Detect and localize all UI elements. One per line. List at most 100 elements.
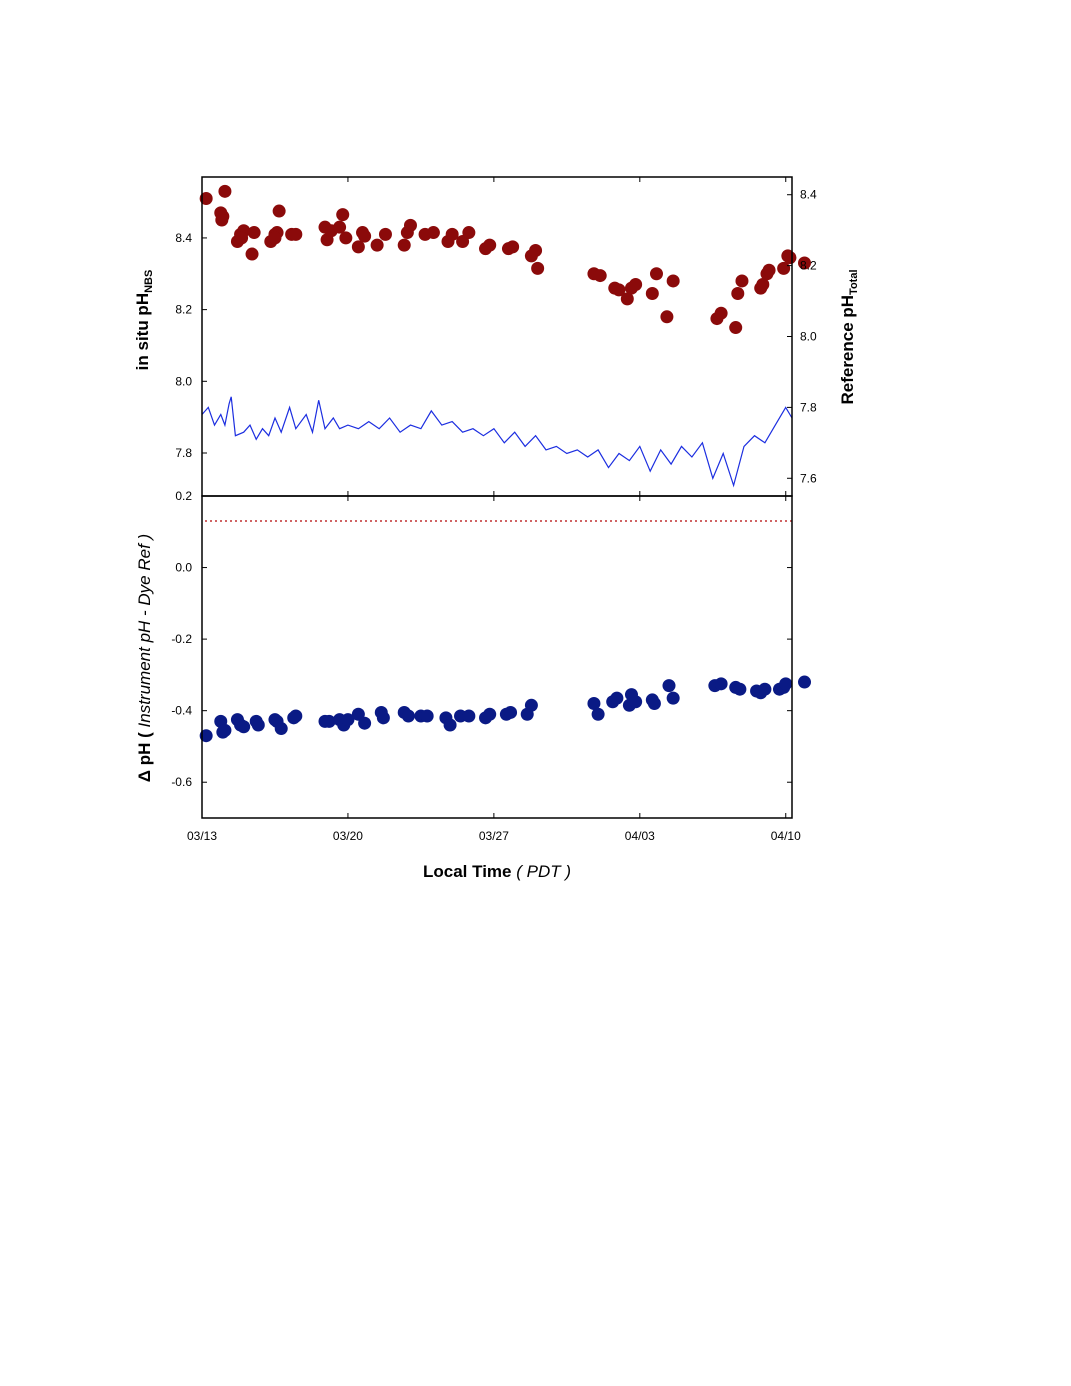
bottom-y-axis-title: Δ pH ( Instrument pH - Dye Ref )	[135, 534, 154, 782]
data-point	[714, 677, 728, 691]
data-point	[798, 675, 812, 689]
data-point	[397, 238, 411, 252]
data-point	[247, 226, 261, 240]
y-tick-label: 0.2	[175, 489, 192, 503]
x-axis-title: Local Time ( PDT )	[423, 862, 571, 881]
y-tick-label: -0.2	[171, 632, 192, 646]
data-point	[370, 238, 384, 252]
x-tick-label: 04/03	[625, 829, 655, 843]
y-tick-label: 7.8	[175, 446, 192, 460]
data-point	[215, 213, 229, 227]
data-point	[199, 192, 213, 206]
top-right-y-axis: 7.6 7.8 8.0 8.2 8.4	[787, 188, 817, 485]
data-point	[445, 227, 459, 241]
data-point	[199, 729, 213, 743]
data-point	[504, 705, 518, 719]
data-point	[462, 709, 476, 723]
data-point	[333, 220, 347, 234]
bottom-right-ticks	[787, 495, 792, 783]
data-point	[758, 682, 772, 696]
data-point	[762, 263, 776, 277]
x-tick-label: 03/27	[479, 829, 509, 843]
data-point	[420, 709, 434, 723]
data-point	[779, 677, 793, 691]
data-point	[401, 709, 415, 723]
data-point	[529, 243, 543, 257]
data-point	[351, 240, 365, 254]
data-point	[322, 714, 336, 728]
data-point	[666, 691, 680, 705]
data-point	[483, 238, 497, 252]
data-point	[591, 707, 605, 721]
data-point	[666, 274, 680, 288]
delta-ph-points-layer	[199, 675, 812, 743]
data-point	[235, 231, 249, 245]
y-tick-label: -0.4	[171, 704, 192, 718]
data-point	[660, 310, 674, 324]
data-point	[629, 278, 643, 292]
data-point	[783, 251, 797, 265]
data-point	[714, 306, 728, 320]
data-point	[378, 227, 392, 241]
y-tick-label: 0.0	[175, 561, 192, 575]
data-point	[237, 720, 251, 734]
data-point	[593, 269, 607, 283]
y-tick-label: 8.4	[800, 188, 817, 202]
data-point	[268, 231, 282, 245]
x-axis: 03/13 03/20 03/27 04/03 04/10	[187, 177, 801, 843]
data-point	[645, 286, 659, 300]
data-point	[647, 697, 661, 711]
data-point	[245, 247, 259, 261]
data-point	[251, 718, 265, 732]
x-tick-label: 03/13	[187, 829, 217, 843]
data-point	[612, 283, 626, 297]
data-point	[524, 698, 538, 712]
data-point	[358, 229, 372, 243]
bottom-plot-frame	[201, 495, 793, 819]
data-point	[662, 679, 676, 693]
reference-ph-line	[201, 396, 793, 488]
data-point	[274, 722, 288, 736]
data-point	[729, 321, 743, 335]
y-tick-label: 8.4	[175, 231, 192, 245]
data-point	[620, 292, 634, 306]
data-point	[218, 184, 232, 198]
y-tick-label: 8.2	[175, 303, 192, 317]
y-tick-label: 8.0	[175, 374, 192, 388]
y-tick-label: -0.6	[171, 775, 192, 789]
data-point	[587, 697, 601, 711]
y-tick-label: 8.2	[800, 259, 817, 273]
data-point	[506, 240, 520, 254]
data-point	[341, 713, 355, 727]
x-tick-label: 04/10	[771, 829, 801, 843]
data-point	[339, 231, 353, 245]
data-point	[336, 208, 350, 222]
data-point	[376, 711, 390, 725]
data-point	[287, 711, 301, 725]
data-point	[733, 682, 747, 696]
data-point	[462, 226, 476, 240]
data-point	[403, 218, 417, 232]
bottom-left-y-axis: 0.2 0.0 -0.2 -0.4 -0.6	[171, 489, 207, 789]
y-tick-label: 7.6	[800, 471, 817, 485]
left-y-axis-title: in situ pHNBS	[133, 270, 155, 371]
data-point	[777, 261, 791, 275]
data-point	[610, 691, 624, 705]
data-point	[756, 278, 770, 292]
data-point	[649, 267, 663, 281]
data-point	[629, 695, 643, 709]
right-y-axis-title: Reference pHTotal	[838, 269, 860, 404]
data-point	[218, 723, 232, 737]
top-panel: 7.8 8.0 8.2 8.4 7.6 7.8 8.0 8.2 8.4 in situ pHN…	[133, 176, 860, 497]
bottom-panel: 0.20.0-0.2-0.4-0.6 03/13 03/20 03/27 04/03 0…	[135, 177, 812, 881]
x-tick-label: 03/20	[333, 829, 363, 843]
data-point	[443, 718, 457, 732]
data-point	[483, 707, 497, 721]
data-point	[426, 226, 440, 240]
data-point	[735, 274, 749, 288]
data-point	[731, 286, 745, 300]
y-tick-label: 8.0	[800, 330, 817, 344]
data-point	[358, 716, 372, 730]
red-points-layer	[199, 184, 812, 335]
